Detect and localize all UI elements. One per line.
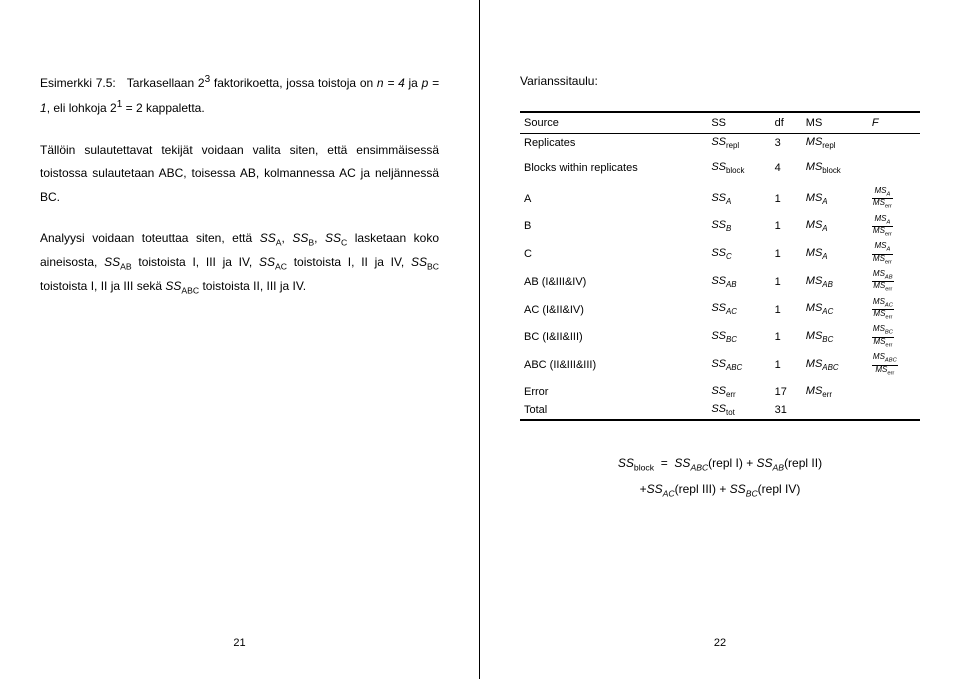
cell-source: AB (I&III&IV) bbox=[520, 268, 707, 296]
paragraph-3: Analyysi voidaan toteuttaa siten, että S… bbox=[40, 227, 439, 300]
cell-ms: MSA bbox=[802, 185, 868, 213]
cell-ss: SSBC bbox=[707, 323, 770, 351]
cell-df: 3 bbox=[771, 133, 802, 152]
cell-f: MSAMSerr bbox=[868, 185, 920, 213]
cell-source: BC (I&II&III) bbox=[520, 323, 707, 351]
cell-ss: SSerr bbox=[707, 379, 770, 401]
cell-ss: SSblock bbox=[707, 152, 770, 185]
cell-ss: SSB bbox=[707, 213, 770, 241]
anova-row: Blocks within replicatesSSblock4MSblock bbox=[520, 152, 920, 185]
col-ms: MS bbox=[802, 112, 868, 134]
cell-df: 1 bbox=[771, 213, 802, 241]
anova-table: Source SS df MS F ReplicatesSSrepl3MSrep… bbox=[520, 111, 920, 421]
col-df: df bbox=[771, 112, 802, 134]
col-f: F bbox=[868, 112, 920, 134]
cell-f: MSBCMSerr bbox=[868, 323, 920, 351]
cell-df: 1 bbox=[771, 185, 802, 213]
anova-row: ASSA1MSAMSAMSerr bbox=[520, 185, 920, 213]
anova-row: ErrorSSerr17MSerr bbox=[520, 379, 920, 401]
cell-ms bbox=[802, 401, 868, 420]
paragraph-1: Esimerkki 7.5: Tarkasellaan 23 faktoriko… bbox=[40, 70, 439, 121]
col-ss: SS bbox=[707, 112, 770, 134]
page-number-right: 22 bbox=[714, 637, 726, 649]
cell-f bbox=[868, 152, 920, 185]
cell-df: 1 bbox=[771, 351, 802, 379]
col-source: Source bbox=[520, 112, 707, 134]
equation-block: SSblock = SSABC(repl I) + SSAB(repl II) … bbox=[520, 451, 920, 502]
cell-source: AC (I&II&IV) bbox=[520, 296, 707, 324]
cell-df: 1 bbox=[771, 268, 802, 296]
cell-source: B bbox=[520, 213, 707, 241]
page-number-left: 21 bbox=[233, 637, 245, 649]
anova-row: CSSC1MSAMSAMSerr bbox=[520, 240, 920, 268]
cell-ms: MSblock bbox=[802, 152, 868, 185]
cell-ss: SSrepl bbox=[707, 133, 770, 152]
cell-f: MSAMSerr bbox=[868, 213, 920, 241]
cell-ms: MSA bbox=[802, 240, 868, 268]
cell-df: 1 bbox=[771, 323, 802, 351]
cell-df: 1 bbox=[771, 296, 802, 324]
cell-source: C bbox=[520, 240, 707, 268]
anova-row: BC (I&II&III)SSBC1MSBCMSBCMSerr bbox=[520, 323, 920, 351]
anova-row: ReplicatesSSrepl3MSrepl bbox=[520, 133, 920, 152]
cell-f bbox=[868, 401, 920, 420]
cell-f: MSABMSerr bbox=[868, 268, 920, 296]
paragraph-2: Tällöin sulautettavat tekijät voidaan va… bbox=[40, 139, 439, 209]
cell-df: 1 bbox=[771, 240, 802, 268]
cell-ss: SStot bbox=[707, 401, 770, 420]
cell-ss: SSABC bbox=[707, 351, 770, 379]
cell-ms: MSBC bbox=[802, 323, 868, 351]
cell-f: MSAMSerr bbox=[868, 240, 920, 268]
cell-ms: MSAC bbox=[802, 296, 868, 324]
cell-ms: MSerr bbox=[802, 379, 868, 401]
cell-df: 17 bbox=[771, 379, 802, 401]
cell-ss: SSC bbox=[707, 240, 770, 268]
cell-ss: SSA bbox=[707, 185, 770, 213]
cell-source: A bbox=[520, 185, 707, 213]
cell-df: 31 bbox=[771, 401, 802, 420]
anova-title: Varianssitaulu: bbox=[520, 70, 920, 93]
cell-ms: MSABC bbox=[802, 351, 868, 379]
cell-ss: SSAC bbox=[707, 296, 770, 324]
cell-ss: SSAB bbox=[707, 268, 770, 296]
right-page: Varianssitaulu: Source SS df MS F Replic… bbox=[480, 0, 960, 679]
cell-ms: MSAB bbox=[802, 268, 868, 296]
anova-header-row: Source SS df MS F bbox=[520, 112, 920, 134]
cell-source: Replicates bbox=[520, 133, 707, 152]
cell-source: Total bbox=[520, 401, 707, 420]
anova-row: BSSB1MSAMSAMSerr bbox=[520, 213, 920, 241]
example-label: Esimerkki 7.5: bbox=[40, 76, 116, 90]
left-page: Esimerkki 7.5: Tarkasellaan 23 faktoriko… bbox=[0, 0, 480, 679]
cell-ms: MSrepl bbox=[802, 133, 868, 152]
cell-f bbox=[868, 133, 920, 152]
cell-source: Blocks within replicates bbox=[520, 152, 707, 185]
anova-row: AC (I&II&IV)SSAC1MSACMSACMSerr bbox=[520, 296, 920, 324]
anova-row: TotalSStot31 bbox=[520, 401, 920, 420]
cell-source: ABC (II&III&III) bbox=[520, 351, 707, 379]
cell-ms: MSA bbox=[802, 213, 868, 241]
anova-row: AB (I&III&IV)SSAB1MSABMSABMSerr bbox=[520, 268, 920, 296]
cell-f: MSACMSerr bbox=[868, 296, 920, 324]
cell-df: 4 bbox=[771, 152, 802, 185]
cell-f: MSABCMSerr bbox=[868, 351, 920, 379]
cell-source: Error bbox=[520, 379, 707, 401]
cell-f bbox=[868, 379, 920, 401]
anova-row: ABC (II&III&III)SSABC1MSABCMSABCMSerr bbox=[520, 351, 920, 379]
